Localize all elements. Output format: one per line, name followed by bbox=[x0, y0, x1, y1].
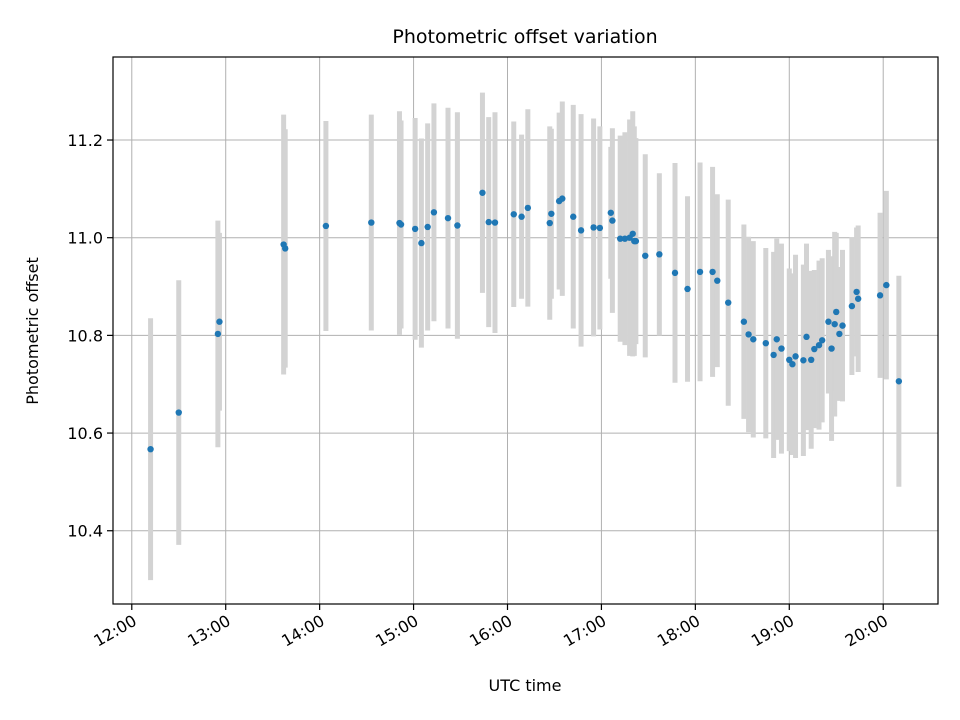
data-point bbox=[418, 239, 425, 247]
data-point bbox=[778, 345, 785, 352]
x-tick-label: 16:00 bbox=[466, 611, 515, 651]
x-tick-label: 12:00 bbox=[90, 611, 139, 651]
data-point bbox=[632, 237, 640, 245]
data-point bbox=[740, 318, 748, 325]
data-point bbox=[854, 295, 862, 302]
data-point bbox=[546, 219, 553, 227]
data-point bbox=[214, 330, 222, 338]
data-point bbox=[642, 252, 649, 259]
y-axis-label: Photometric offset bbox=[23, 257, 42, 405]
data-point bbox=[322, 222, 330, 230]
data-point bbox=[833, 308, 840, 316]
data-point bbox=[828, 345, 835, 352]
plot-frame bbox=[112, 56, 939, 605]
data-point bbox=[839, 322, 846, 329]
data-point bbox=[518, 213, 525, 220]
x-tick-label: 15:00 bbox=[372, 611, 421, 651]
data-point bbox=[825, 318, 832, 325]
x-axis-label: UTC time bbox=[489, 676, 562, 695]
data-point bbox=[696, 268, 704, 276]
x-tick-label: 18:00 bbox=[654, 611, 703, 651]
data-point bbox=[491, 219, 499, 226]
data-point bbox=[836, 330, 843, 338]
data-point bbox=[656, 251, 663, 258]
x-tick-label: 14:00 bbox=[278, 611, 327, 651]
data-point bbox=[815, 341, 823, 349]
data-point bbox=[770, 351, 777, 359]
data-point bbox=[895, 378, 903, 385]
data-point bbox=[147, 445, 154, 453]
data-point bbox=[848, 302, 856, 310]
data-point bbox=[609, 217, 616, 224]
data-point bbox=[524, 204, 532, 212]
data-point bbox=[853, 288, 860, 296]
data-point bbox=[714, 277, 721, 284]
data-point bbox=[617, 235, 624, 242]
data-point bbox=[807, 356, 815, 364]
data-point bbox=[559, 195, 566, 202]
data-point bbox=[596, 224, 604, 232]
data-point bbox=[411, 225, 419, 233]
data-point bbox=[773, 336, 780, 343]
data-point bbox=[368, 219, 375, 226]
chart-title: Photometric offset variation bbox=[392, 26, 657, 48]
data-point bbox=[709, 268, 716, 276]
data-point bbox=[607, 209, 615, 216]
data-point bbox=[671, 269, 679, 277]
x-tick-label: 17:00 bbox=[560, 611, 609, 651]
data-point bbox=[485, 218, 492, 226]
y-tick-label: 10.4 bbox=[67, 522, 103, 541]
data-point bbox=[510, 211, 517, 218]
data-point bbox=[876, 292, 884, 299]
data-point bbox=[629, 230, 636, 237]
data-point bbox=[548, 210, 555, 217]
x-tick-label: 13:00 bbox=[184, 611, 233, 651]
data-point bbox=[479, 189, 486, 196]
data-points bbox=[147, 189, 903, 453]
data-point bbox=[789, 360, 796, 368]
data-point bbox=[883, 281, 890, 289]
data-point bbox=[750, 336, 757, 343]
data-point bbox=[803, 333, 810, 341]
data-point bbox=[424, 223, 431, 231]
x-tick-label: 19:00 bbox=[748, 611, 797, 651]
data-point bbox=[762, 339, 769, 347]
data-point bbox=[725, 299, 732, 306]
data-point bbox=[831, 320, 838, 328]
y-tick-label: 11.0 bbox=[67, 229, 103, 248]
data-point bbox=[444, 214, 452, 222]
data-point bbox=[397, 221, 405, 228]
data-point bbox=[454, 222, 461, 229]
y-tick-label: 11.2 bbox=[67, 131, 103, 150]
x-tick-label: 20:00 bbox=[842, 611, 891, 651]
data-point bbox=[792, 353, 799, 360]
data-point bbox=[800, 357, 807, 364]
data-point bbox=[577, 227, 585, 234]
error-bars bbox=[148, 92, 902, 581]
data-point bbox=[570, 213, 577, 220]
data-point bbox=[745, 331, 752, 338]
data-point bbox=[590, 224, 597, 231]
y-tick-label: 10.8 bbox=[67, 326, 103, 345]
y-tick-label: 10.6 bbox=[67, 424, 103, 443]
data-point bbox=[818, 337, 826, 344]
data-point bbox=[282, 245, 289, 252]
x-axis-ticks: 12:00 13:00 14:00 15:00 16:00 17:00 18:00 19:00… bbox=[90, 604, 891, 651]
data-point bbox=[175, 409, 182, 416]
y-axis-ticks: 10.4 10.6 10.8 11.0 11.2 bbox=[67, 131, 113, 541]
data-point bbox=[811, 345, 818, 353]
data-point bbox=[216, 318, 223, 325]
data-point bbox=[684, 285, 691, 293]
data-point bbox=[430, 209, 438, 216]
